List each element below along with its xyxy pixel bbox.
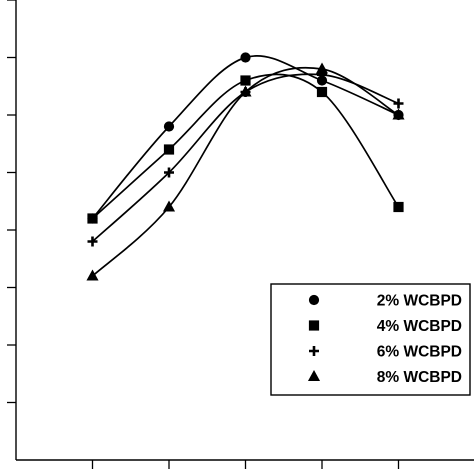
legend-box	[270, 283, 471, 396]
y-ticks	[7, 0, 16, 404]
point-s2-5	[393, 201, 404, 213]
legend-label-1: 2% WCBPD	[377, 293, 462, 310]
series-line-3	[91, 73, 400, 243]
point-s2-4	[316, 86, 328, 98]
point-s1-2	[163, 121, 175, 132]
legend-label-4: 8% WCBPD	[377, 369, 462, 386]
axes	[7, 0, 474, 469]
point-s4-3	[239, 85, 252, 97]
legend-label-2: 4% WCBPD	[377, 318, 462, 335]
legend: 2% WCBPD 4% WCBPD 6% WCBPD 8% WCBPD	[270, 283, 471, 396]
x-ticks	[91, 460, 400, 469]
legend-marker-4	[307, 369, 321, 381]
series-markers	[86, 52, 405, 281]
point-s1-3	[240, 52, 251, 63]
point-s2-3	[240, 75, 251, 86]
point-s3-2	[164, 167, 174, 178]
point-s4-2	[162, 200, 176, 212]
legend-marker-3	[309, 346, 319, 356]
point-s4-4	[315, 62, 329, 74]
point-s3-1	[87, 236, 98, 247]
point-s2-1	[87, 213, 98, 224]
legend-marker-2	[308, 320, 320, 331]
point-s4-5	[392, 108, 405, 120]
point-s2-2	[163, 144, 175, 155]
point-s4-1	[86, 269, 99, 281]
point-s3-5	[393, 98, 404, 109]
legend-label-3: 6% WCBPD	[377, 344, 462, 361]
legend-marker-1	[308, 294, 320, 306]
series-line-4	[91, 66, 400, 277]
